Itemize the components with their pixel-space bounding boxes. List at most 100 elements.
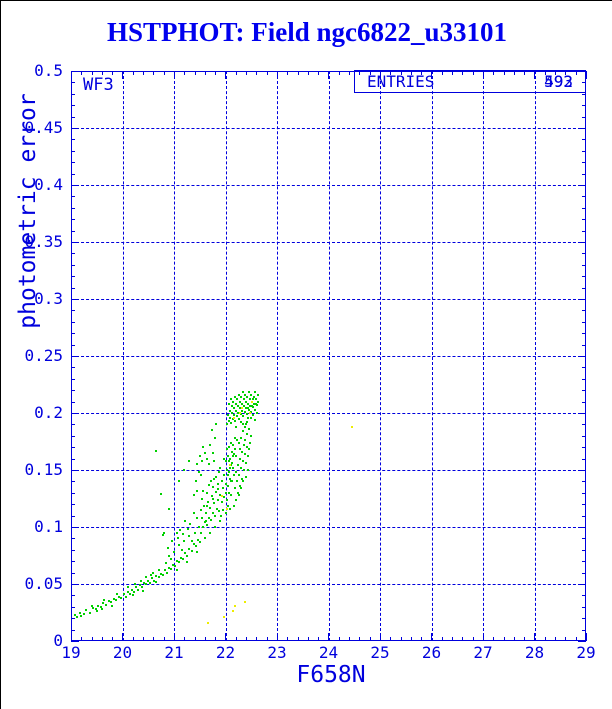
y-tick (582, 94, 586, 95)
x-tick (411, 71, 412, 75)
x-tick (318, 637, 319, 641)
x-tick (504, 637, 505, 641)
data-point-green (245, 407, 248, 410)
data-point-green (231, 443, 234, 446)
data-point-green (145, 583, 148, 585)
x-tick (421, 637, 422, 641)
data-point-green (227, 459, 230, 462)
y-tick (71, 504, 75, 505)
data-point-green (250, 393, 253, 396)
data-point-green (213, 459, 216, 462)
data-point-green (222, 487, 225, 490)
y-tick (578, 299, 586, 300)
data-point-green (246, 446, 249, 449)
data-point-green (85, 609, 88, 612)
y-tick (578, 527, 586, 528)
data-point-green (239, 466, 242, 469)
data-point-green (196, 463, 199, 466)
x-tick (339, 71, 340, 75)
data-point-green (154, 449, 157, 452)
data-point-green (244, 393, 247, 396)
data-point-green (161, 533, 164, 536)
data-point-green (245, 462, 248, 465)
data-point-green (238, 407, 241, 410)
y-tick (582, 322, 586, 323)
data-point-green (230, 462, 233, 465)
data-point-green (194, 480, 197, 483)
data-point-green (243, 443, 246, 446)
y-tick (71, 550, 75, 551)
data-point-green (244, 410, 247, 413)
data-point-green (239, 437, 242, 440)
data-point-green (235, 480, 238, 483)
y-tick-label: 0.35 (24, 232, 63, 251)
x-tick (401, 71, 402, 75)
y-tick (578, 641, 586, 642)
data-point-green (224, 482, 227, 485)
x-tick (555, 71, 556, 75)
data-point-green (248, 448, 251, 451)
data-point-green (229, 464, 232, 467)
y-tick (582, 561, 586, 562)
y-tick (582, 231, 586, 232)
data-point-green (237, 494, 240, 497)
y-tick-label: 0.2 (34, 403, 63, 422)
y-gridline (71, 242, 586, 243)
x-tick (483, 71, 484, 79)
data-point-green (206, 491, 209, 494)
data-point-yellow (206, 621, 209, 624)
y-gridline (71, 299, 586, 300)
data-point-green (165, 571, 168, 574)
data-point-green (149, 573, 152, 576)
y-tick (71, 219, 75, 220)
data-point-green (176, 560, 179, 563)
data-point-green (234, 409, 237, 412)
data-point-green (215, 475, 218, 478)
data-point-green (209, 531, 212, 534)
data-point-green (139, 579, 142, 582)
data-point-green (231, 417, 234, 420)
y-tick (582, 162, 586, 163)
data-point-green (250, 416, 253, 419)
data-point-green (147, 579, 150, 582)
data-point-green (226, 455, 229, 458)
x-tick (236, 71, 237, 75)
data-point-green (254, 391, 257, 394)
data-point-green (248, 391, 251, 394)
data-point-green (224, 491, 227, 494)
x-tick (205, 637, 206, 641)
data-point-green (189, 522, 192, 525)
x-tick (184, 71, 185, 75)
data-point-green (237, 441, 240, 444)
y-tick (71, 379, 75, 380)
data-point-green (228, 409, 231, 412)
data-point-green (134, 583, 137, 585)
data-point-green (210, 480, 213, 483)
data-point-green (197, 471, 200, 474)
data-point-yellow (234, 604, 237, 607)
y-tick (71, 356, 79, 357)
data-point-green (229, 441, 232, 444)
data-point-green (201, 489, 204, 492)
x-tick (555, 637, 556, 641)
y-tick (71, 447, 75, 448)
data-point-green (111, 604, 114, 607)
entries-label: ENTRIES (367, 72, 435, 91)
x-tick (576, 71, 577, 75)
data-point-green (246, 421, 249, 424)
x-tick-label: 26 (421, 643, 442, 662)
x-tick (246, 637, 247, 641)
data-point-green (187, 528, 190, 531)
data-point-green (242, 391, 244, 394)
data-point-green (142, 589, 145, 592)
data-point-green (215, 490, 218, 493)
data-point-green (110, 601, 113, 604)
data-point-green (242, 480, 244, 483)
data-point-yellow (350, 425, 353, 428)
y-tick (582, 516, 586, 517)
data-point-green (174, 564, 177, 567)
y-tick (578, 356, 586, 357)
plot-frame (71, 71, 586, 641)
data-point-green (233, 448, 236, 451)
data-point-green (119, 596, 122, 599)
